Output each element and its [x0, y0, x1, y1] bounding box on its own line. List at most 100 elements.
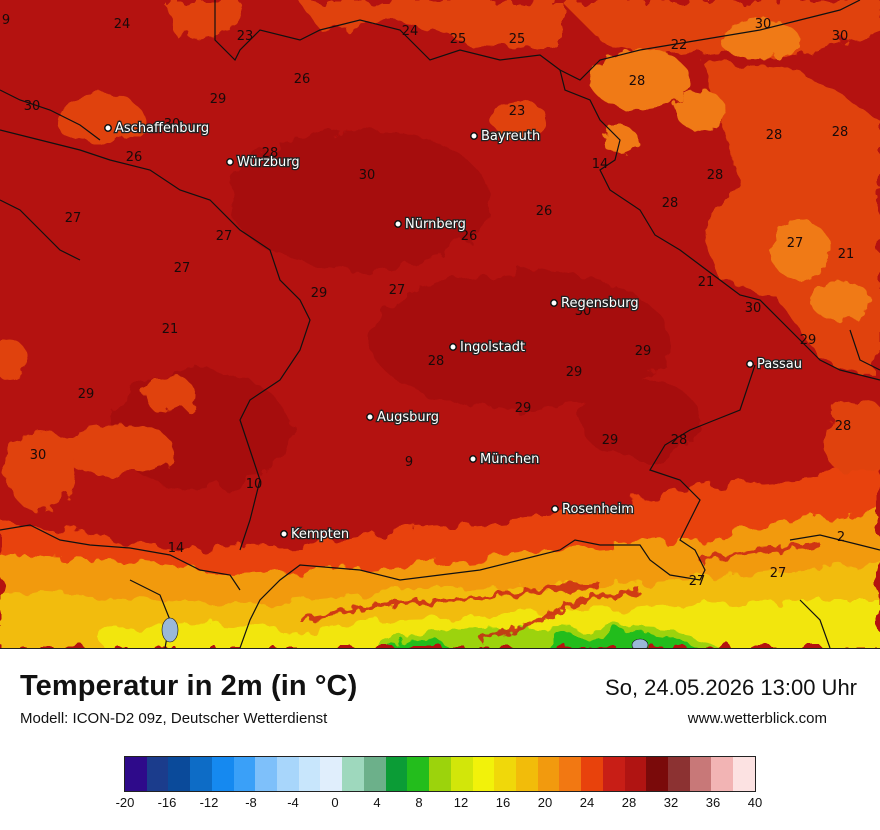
legend-tick-label: -20 — [115, 795, 135, 810]
isotherm-label: 26 — [536, 204, 553, 219]
state-border-lines — [0, 0, 880, 648]
legend-tick-label: 4 — [373, 795, 381, 810]
city-label: München — [480, 452, 539, 467]
legend-swatch — [537, 757, 560, 791]
legend-tick-label: 24 — [579, 795, 595, 810]
model-caption: Modell: ICON-D2 09z, Deutscher Wetterdie… — [20, 710, 328, 727]
city-marker — [226, 158, 234, 166]
map-title: Temperatur in 2m (in °C) — [20, 670, 358, 702]
isotherm-label: 14 — [592, 157, 609, 172]
isotherm-label: 29 — [566, 365, 583, 380]
temperature-map: 9 24 23 24 25 25 22 30 30 26 29 30 23 28 28 28 30 26 28 28 1… — [0, 0, 880, 649]
city-marker — [550, 299, 558, 307]
legend-swatch — [211, 757, 234, 791]
isotherm-label: 23 — [509, 104, 526, 119]
isotherm-label: 28 — [832, 125, 849, 140]
isotherm-label: 27 — [689, 574, 706, 589]
isotherm-label: 29 — [515, 401, 532, 416]
legend-swatch — [602, 757, 625, 791]
legend-swatch — [667, 757, 690, 791]
isotherm-label: 27 — [770, 566, 787, 581]
city-marker — [551, 505, 559, 513]
temperature-field-mild — [590, 20, 870, 320]
city-label: Aschaffenburg — [115, 121, 209, 136]
isotherm-label: 25 — [509, 32, 526, 47]
isotherm-label: 22 — [671, 38, 688, 53]
legend-tick-label: -12 — [199, 795, 219, 810]
legend-swatch — [646, 757, 668, 791]
legend-swatch — [342, 757, 364, 791]
isotherm-label: 29 — [210, 92, 227, 107]
isotherm-label: 30 — [832, 29, 849, 44]
legend-tick-label: -16 — [157, 795, 177, 810]
isotherm-label: 21 — [698, 275, 715, 290]
isotherm-label: 27 — [216, 229, 233, 244]
legend-swatch — [559, 757, 582, 791]
legend-tick-label: 28 — [621, 795, 637, 810]
temperature-field-hot — [110, 130, 700, 490]
city-marker — [280, 530, 288, 538]
isotherm-label: 30 — [359, 168, 376, 183]
city-label: Rosenheim — [562, 502, 634, 517]
city-label: Regensburg — [561, 296, 639, 311]
forecast-datetime: So, 24.05.2026 13:00 Uhr — [605, 675, 857, 700]
isotherm-label: 25 — [450, 32, 467, 47]
legend-swatch — [385, 757, 408, 791]
isotherm-label: 28 — [707, 168, 724, 183]
legend-swatch — [494, 757, 516, 791]
isotherm-label: 26 — [126, 150, 143, 165]
isotherm-label: 28 — [629, 74, 646, 89]
legend-swatch — [429, 757, 451, 791]
isotherm-label: 28 — [262, 146, 279, 161]
legend-swatch — [146, 757, 169, 791]
isotherm-label: 26 — [461, 229, 478, 244]
isotherm-label: 27 — [787, 236, 804, 251]
isotherm-label: 26 — [294, 72, 311, 87]
legend-swatch — [450, 757, 473, 791]
city-label: Passau — [757, 357, 802, 372]
legend-swatch — [277, 757, 299, 791]
legend-swatch — [581, 757, 603, 791]
legend-tick-label: 32 — [663, 795, 679, 810]
legend-swatch — [168, 757, 191, 791]
isotherm-label: 21 — [162, 322, 179, 337]
legend-swatch — [624, 757, 647, 791]
legend-swatch — [320, 757, 343, 791]
legend-tick-label: -4 — [287, 795, 299, 810]
legend-tick-label: 12 — [453, 795, 469, 810]
isotherm-label: 2 — [837, 530, 845, 545]
legend-swatch — [711, 757, 734, 791]
isotherm-label: 30 — [575, 304, 592, 319]
isotherm-label: 29 — [635, 344, 652, 359]
legend-swatch — [233, 757, 256, 791]
legend-tick-label: 8 — [415, 795, 423, 810]
legend-tick-label: 16 — [495, 795, 511, 810]
legend-tick-label: 40 — [747, 795, 763, 810]
legend-swatch — [515, 757, 538, 791]
city-layer: Aschaffenburg Würzburg Bayreuth Nürnberg Reg… — [104, 120, 803, 543]
city-marker — [104, 124, 112, 132]
city-label: Würzburg — [237, 155, 300, 170]
isotherm-label: 21 — [838, 247, 855, 262]
city-marker — [394, 220, 402, 228]
legend-swatch — [255, 757, 278, 791]
isotherm-label: 29 — [311, 286, 328, 301]
isotherm-label: 30 — [30, 448, 47, 463]
city-marker — [746, 360, 754, 368]
city-label: Ingolstadt — [460, 340, 525, 355]
city-label: Kempten — [291, 527, 349, 542]
legend-tick-labels: -20 -16 -12 -8 -4 0 4 8 12 16 20 24 28 32 36 40 — [0, 795, 880, 815]
website-link[interactable]: www.wetterblick.com — [687, 710, 827, 727]
isotherm-label: 24 — [402, 24, 419, 39]
isotherm-label: 29 — [602, 433, 619, 448]
legend-swatch — [733, 757, 755, 791]
isotherm-label: 10 — [246, 477, 263, 492]
lakes — [161, 617, 649, 648]
legend-swatch — [298, 757, 321, 791]
isotherm-label: 30 — [24, 99, 41, 114]
isotherm-label: 30 — [164, 117, 181, 132]
legend-swatch — [689, 757, 712, 791]
isotherm-label: 24 — [114, 17, 131, 32]
legend-tick-label: -8 — [245, 795, 257, 810]
isotherm-label: 9 — [2, 13, 10, 28]
